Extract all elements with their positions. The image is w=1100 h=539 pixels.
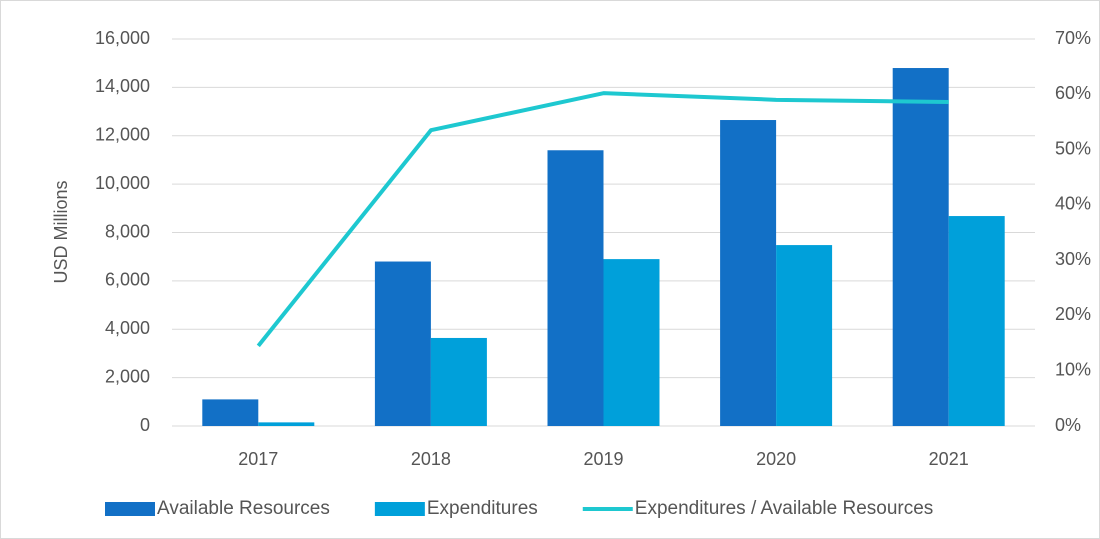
- y2-tick-label: 60%: [1055, 83, 1091, 103]
- y-tick-label: 4,000: [105, 318, 150, 338]
- y2-tick-label: 40%: [1055, 194, 1091, 214]
- line: [256, 91, 949, 348]
- y2-tick-label: 20%: [1055, 304, 1091, 324]
- legend-label: Expenditures: [427, 498, 538, 519]
- x-tick-label: 2020: [756, 449, 796, 469]
- y-tick-label: 10,000: [95, 173, 150, 193]
- bar: [258, 422, 315, 426]
- y-tick-label: 0: [140, 415, 150, 435]
- y-tick-label: 14,000: [95, 76, 150, 96]
- y-tick-label: 8,000: [105, 221, 150, 241]
- y-tick-label: 16,000: [95, 28, 150, 48]
- y-tick-label: 6,000: [105, 270, 150, 290]
- bar: [776, 245, 833, 426]
- x-tick-label: 2017: [238, 449, 278, 469]
- bar: [720, 120, 777, 426]
- y-tick-label: 12,000: [95, 125, 150, 145]
- y2-tick-label: 10%: [1055, 359, 1091, 379]
- y2-tick-label: 0%: [1055, 415, 1081, 435]
- y2-tick-label: 70%: [1055, 28, 1091, 48]
- bar: [547, 150, 604, 426]
- y2-tick-label: 30%: [1055, 249, 1091, 269]
- bar: [948, 216, 1005, 426]
- x-tick-label: 2021: [929, 449, 969, 469]
- x-tick-label: 2018: [411, 449, 451, 469]
- bar: [603, 259, 660, 426]
- legend-label: Available Resources: [157, 498, 330, 519]
- y2-tick-label: 50%: [1055, 138, 1091, 158]
- bar: [892, 68, 949, 427]
- legend-swatch: [374, 502, 425, 516]
- y-axis-label: USD Millions: [51, 180, 71, 283]
- legend-swatch: [105, 502, 155, 516]
- bar: [430, 337, 487, 426]
- bar: [374, 261, 431, 426]
- bar: [202, 399, 259, 426]
- x-tick-label: 2019: [583, 449, 623, 469]
- y-tick-label: 2,000: [105, 366, 150, 386]
- legend-label: Expenditures / Available Resources: [635, 498, 934, 519]
